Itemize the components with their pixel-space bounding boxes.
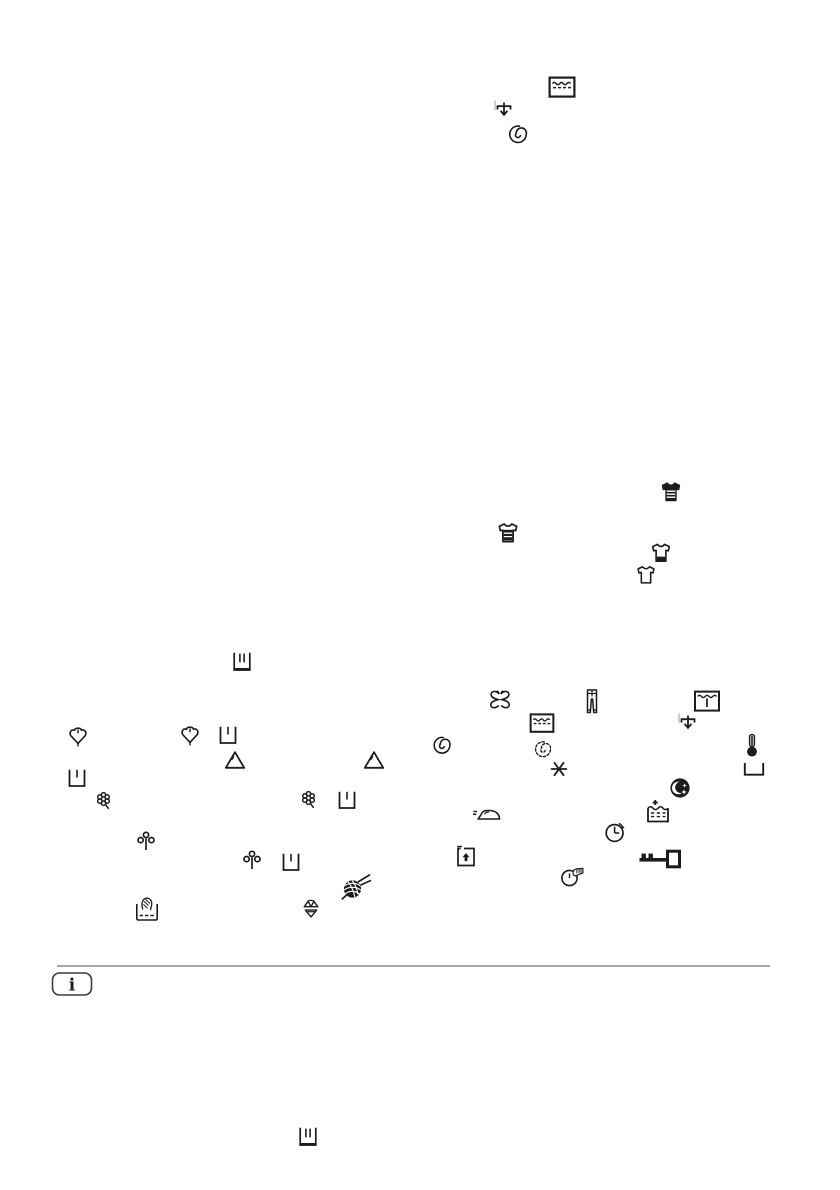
cotton-icon — [178, 724, 202, 748]
info-icon — [51, 972, 93, 997]
time-save-icon — [560, 864, 587, 889]
child-lock-key-icon — [638, 848, 682, 870]
drain-icon — [492, 99, 516, 125]
lightly-soiled-shirt-icon — [650, 542, 673, 565]
normally-soiled-shirt-icon — [496, 521, 520, 545]
heavily-soiled-shirt-icon — [659, 480, 683, 504]
wool-icon — [340, 871, 372, 901]
drum-icon — [296, 1125, 320, 1149]
spin-icon — [432, 735, 452, 755]
easy-iron-icon — [472, 801, 502, 823]
time-icon — [603, 820, 627, 844]
temperature-icon — [741, 733, 763, 759]
extra-water-icon — [645, 799, 671, 825]
rinse-hold-icon — [693, 688, 721, 714]
handwash-icon — [134, 894, 160, 922]
drain-icon — [676, 712, 700, 738]
delicates-butterfly-icon — [487, 687, 513, 713]
wash-tub-icon — [217, 724, 239, 746]
wash-tub-icon — [336, 789, 358, 811]
night-cycle-icon — [668, 776, 692, 800]
star-icon — [549, 759, 569, 779]
flower-icon — [298, 789, 320, 813]
lingerie-icon — [300, 896, 323, 921]
jeans-icon — [581, 688, 603, 715]
bleach-triangle-icon — [363, 750, 385, 770]
drum-icon — [230, 650, 254, 674]
cotton-icon — [66, 725, 90, 749]
wash-tub-icon — [280, 851, 302, 873]
shirt-icon — [635, 564, 657, 586]
water-tub-icon — [548, 75, 576, 99]
spin-icon — [508, 124, 529, 145]
door-lock-icon — [455, 844, 477, 869]
wash-tub-icon — [66, 767, 88, 789]
bleach-triangle-icon — [224, 750, 246, 770]
flower-icon — [93, 790, 115, 814]
cold-tub-icon — [743, 762, 765, 777]
water-tub-icon — [529, 712, 555, 734]
section-divider — [57, 965, 770, 967]
gentle-spin-icon — [534, 740, 553, 759]
synthetics-icon — [136, 831, 156, 856]
synthetics-icon — [242, 850, 262, 875]
